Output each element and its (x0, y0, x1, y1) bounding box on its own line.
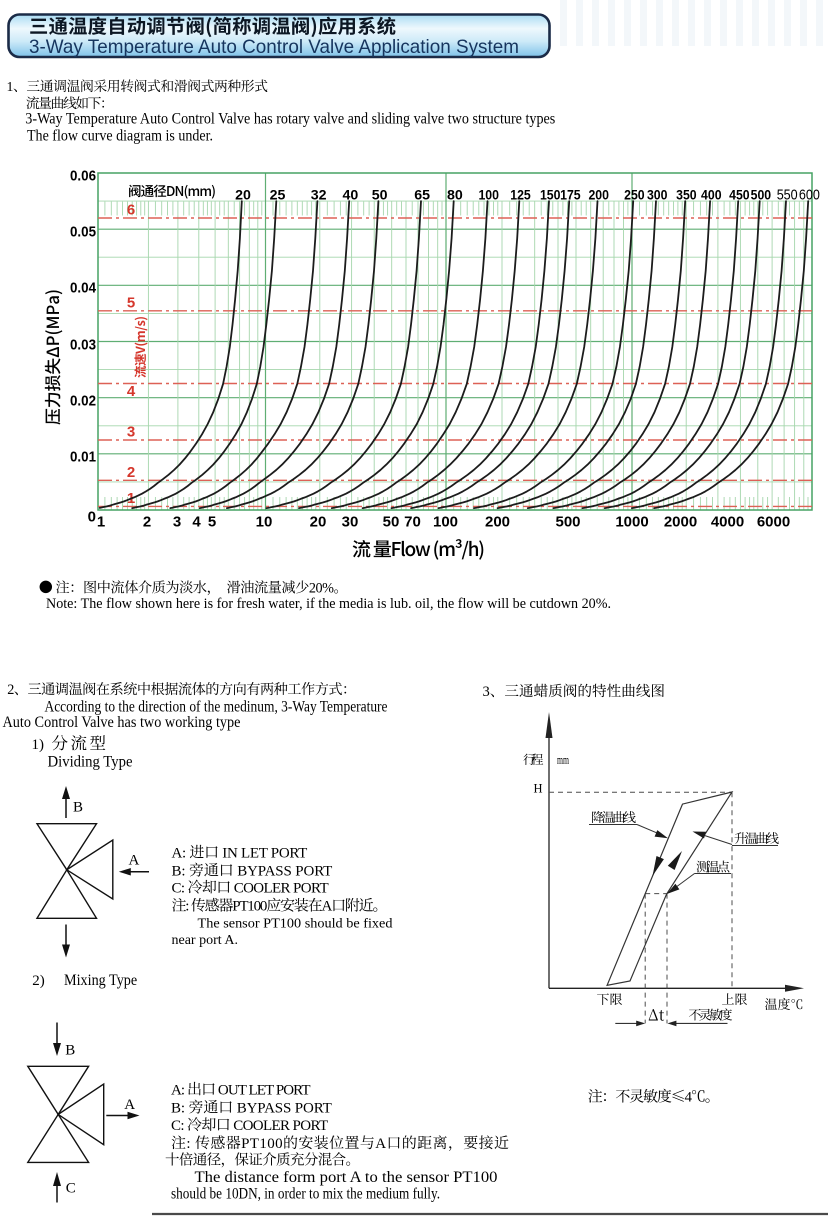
svg-text:2: 2 (127, 464, 135, 481)
svg-text:BYPASS PORT: BYPASS PORT (233, 1100, 332, 1116)
svg-text:C:: C: (171, 1118, 187, 1134)
svg-text:5: 5 (208, 514, 216, 531)
svg-text:70: 70 (404, 514, 421, 531)
svg-text:4: 4 (192, 514, 201, 531)
svg-text:H: H (534, 781, 543, 795)
svg-text:25: 25 (270, 188, 286, 204)
svg-text:40: 40 (343, 188, 359, 204)
svg-text:BYPASS PORT: BYPASS PORT (234, 863, 333, 879)
svg-text:2): 2) (32, 973, 45, 989)
svg-text:5: 5 (127, 294, 135, 311)
svg-text::: : (185, 899, 191, 915)
svg-text:32: 32 (311, 188, 327, 204)
svg-text:100: 100 (433, 514, 458, 531)
svg-text:A: A (124, 1097, 135, 1113)
svg-text:20%: 20% (309, 580, 334, 596)
svg-text:mm: mm (557, 753, 569, 767)
svg-text:2: 2 (7, 682, 14, 698)
svg-text::: : (186, 1136, 195, 1152)
svg-text:0.04: 0.04 (70, 279, 97, 296)
svg-text:2000: 2000 (664, 514, 697, 531)
svg-text:4: 4 (127, 383, 136, 400)
svg-text:Mixing Type: Mixing Type (64, 972, 137, 989)
svg-text:175: 175 (560, 188, 581, 204)
svg-text:Auto Control Valve has two wor: Auto Control Valve has two working type (3, 714, 241, 731)
svg-text:100: 100 (478, 188, 499, 204)
svg-text:According to the direction of: According to the direction of the medinu… (45, 699, 388, 716)
svg-text:C:: C: (172, 880, 188, 896)
svg-text:A: A (322, 899, 333, 915)
svg-text:20: 20 (310, 514, 327, 531)
svg-text:B: B (65, 1043, 75, 1059)
svg-text:should be 10DN, in order to mi: should be 10DN, in order to mix the medi… (171, 1186, 440, 1203)
svg-text:OUT LET PORT: OUT LET PORT (215, 1082, 310, 1098)
svg-text:150: 150 (540, 188, 561, 204)
svg-text:COOLER PORT: COOLER PORT (230, 1118, 328, 1134)
svg-text:2: 2 (143, 514, 151, 531)
svg-text:1): 1) (32, 737, 45, 753)
svg-text:500: 500 (751, 188, 772, 204)
svg-text:IN LET PORT: IN LET PORT (219, 845, 307, 861)
svg-text:3: 3 (173, 514, 181, 531)
svg-text:PT100: PT100 (232, 899, 267, 915)
svg-text:3: 3 (483, 684, 490, 700)
svg-text:A:: A: (172, 845, 190, 861)
svg-text:350: 350 (676, 188, 697, 204)
svg-text:0: 0 (88, 508, 96, 525)
svg-text:A:: A: (171, 1082, 187, 1098)
svg-text:30: 30 (342, 514, 359, 531)
svg-text:B: B (73, 800, 83, 816)
svg-text:C: C (66, 1181, 76, 1197)
svg-text:450: 450 (729, 188, 750, 204)
svg-text:B:: B: (172, 863, 190, 879)
svg-text:600: 600 (799, 188, 820, 204)
svg-text:PT100: PT100 (241, 1136, 283, 1152)
svg-text:250: 250 (624, 188, 645, 204)
svg-text:0.01: 0.01 (70, 448, 96, 465)
svg-text:COOLER PORT: COOLER PORT (231, 880, 329, 896)
svg-text:0.03: 0.03 (70, 336, 96, 353)
svg-text:200: 200 (588, 188, 609, 204)
svg-text:3-Way Temperature Auto Control: 3-Way Temperature Auto Control Valve has… (25, 111, 555, 128)
svg-text:50: 50 (372, 188, 388, 204)
svg-text:0.02: 0.02 (70, 392, 96, 409)
svg-text:1: 1 (97, 514, 105, 531)
svg-text:The flow curve diagram is unde: The flow curve diagram is under. (27, 128, 213, 145)
svg-text:125: 125 (510, 188, 531, 204)
svg-text:4: 4 (685, 1090, 693, 1106)
svg-text:550: 550 (777, 188, 798, 204)
svg-text:400: 400 (701, 188, 722, 204)
svg-text:3: 3 (127, 424, 135, 441)
svg-text:Note: The flow shown here is f: Note: The flow shown here is for fresh w… (46, 596, 611, 612)
svg-text:1: 1 (7, 79, 14, 94)
svg-text:10: 10 (256, 514, 273, 531)
svg-text:The sensor PT100 should be fix: The sensor PT100 should be fixed (198, 917, 393, 932)
svg-text:6000: 6000 (757, 514, 790, 531)
svg-text:A: A (375, 1136, 386, 1152)
svg-text:500: 500 (555, 514, 580, 531)
svg-text:The distance form port A to th: The distance form port A to the sensor P… (195, 1169, 498, 1186)
svg-text:65: 65 (414, 188, 430, 204)
svg-text:300: 300 (647, 188, 668, 204)
svg-text:B:: B: (171, 1100, 189, 1116)
svg-text:Dividing Type: Dividing Type (48, 753, 133, 770)
svg-text:6: 6 (127, 202, 135, 219)
svg-text:0.06: 0.06 (70, 167, 96, 184)
svg-text:1000: 1000 (615, 514, 648, 531)
svg-text:200: 200 (485, 514, 510, 531)
svg-text:80: 80 (447, 188, 463, 204)
svg-text:4000: 4000 (711, 514, 744, 531)
svg-text:3-Way Temperature Auto Control: 3-Way Temperature Auto Control Valve App… (29, 36, 519, 58)
svg-text:50: 50 (383, 514, 400, 531)
svg-text:near port A.: near port A. (172, 933, 238, 948)
svg-text:A: A (129, 853, 140, 869)
svg-text:20: 20 (235, 188, 251, 204)
svg-text:0.05: 0.05 (70, 223, 96, 240)
